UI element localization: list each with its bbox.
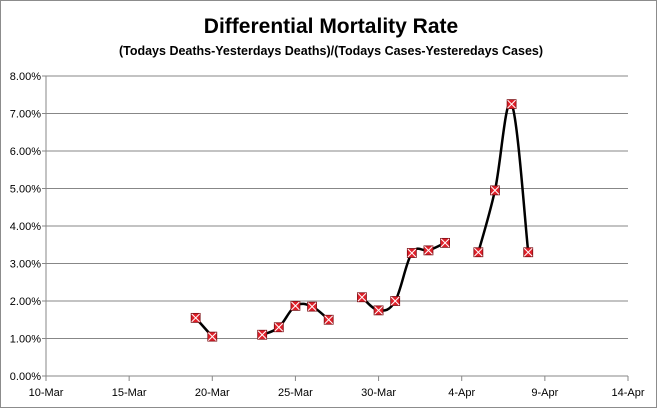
y-tick-label: 7.00% xyxy=(10,109,41,121)
tick-labels: 0.00% 1.00% 2.00% 3.00% 4.00% 5.00% 6.00% 7.00%… xyxy=(10,71,645,399)
y-tick-label: 0.00% xyxy=(10,371,41,383)
x-tick-label: 10-Mar xyxy=(29,387,64,399)
data-point xyxy=(406,248,417,258)
data-point xyxy=(506,99,517,110)
data-point xyxy=(357,292,367,303)
data-point xyxy=(207,331,218,342)
x-tick-label: 25-Mar xyxy=(278,387,313,399)
chart-subtitle: (Todays Deaths-Yesterdays Deaths)/(Today… xyxy=(119,44,543,58)
y-tick-label: 5.00% xyxy=(10,184,41,196)
data-point xyxy=(390,296,401,306)
data-point xyxy=(373,305,384,316)
y-tick-label: 2.00% xyxy=(10,296,41,308)
data-point xyxy=(190,312,201,323)
x-tick-label: 15-Mar xyxy=(112,387,147,399)
data-point xyxy=(323,314,334,325)
data-point xyxy=(307,301,317,312)
y-tick-label: 3.00% xyxy=(10,259,41,271)
x-tick-label: 9-Apr xyxy=(531,387,558,399)
y-tick-label: 8.00% xyxy=(10,71,41,83)
x-tick-label: 14-Apr xyxy=(611,387,644,399)
chart-title: Differential Mortality Rate xyxy=(204,15,458,38)
x-tick-label: 30-Mar xyxy=(361,387,396,399)
data-point xyxy=(257,329,268,340)
data-point xyxy=(440,237,450,248)
data-point xyxy=(523,247,534,258)
data-point xyxy=(290,300,301,311)
x-tick-label: 4-Apr xyxy=(448,387,475,399)
data-point xyxy=(490,185,500,196)
data-point xyxy=(473,247,484,258)
y-tick-label: 6.00% xyxy=(10,146,41,158)
data-point xyxy=(273,322,284,333)
y-tick-label: 4.00% xyxy=(10,221,41,233)
y-tick-label: 1.00% xyxy=(10,334,41,346)
data-point xyxy=(423,245,434,256)
series-line xyxy=(477,101,530,254)
data-points xyxy=(190,99,534,342)
axes xyxy=(42,75,629,381)
gridlines xyxy=(46,75,628,339)
x-tick-label: 20-Mar xyxy=(195,387,230,399)
